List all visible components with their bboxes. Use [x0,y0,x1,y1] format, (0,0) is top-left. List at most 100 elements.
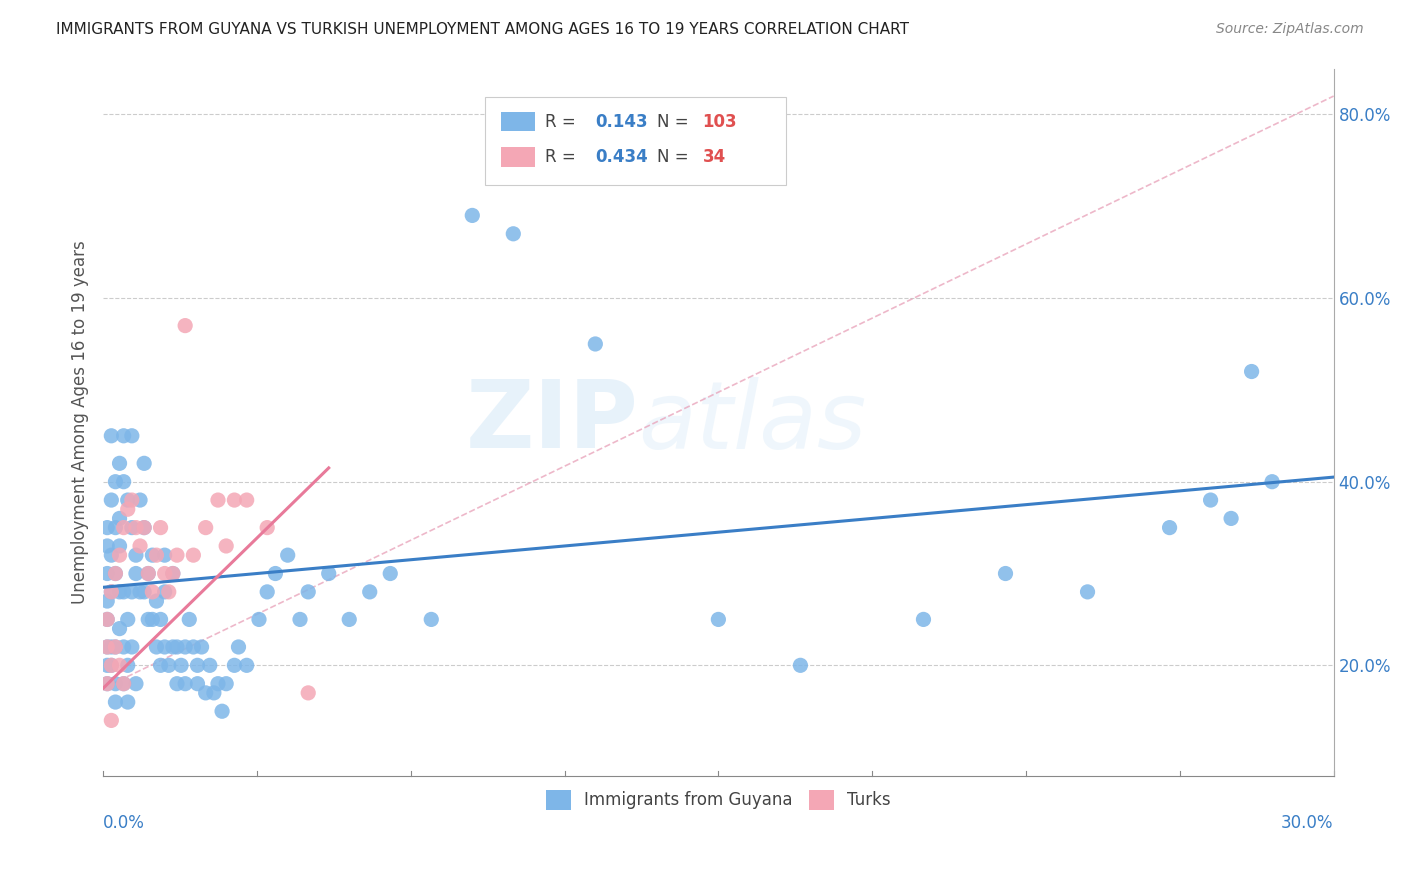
Point [134,520,156,534]
Point [100,658,122,673]
Point [207,676,229,690]
Point [100,493,122,508]
Point [202,686,225,700]
Point [149,658,172,673]
Point [117,658,139,673]
Point [112,429,135,443]
Point [100,548,122,562]
Point [125,520,148,534]
Point [256,585,278,599]
Point [108,658,131,673]
Point [194,686,217,700]
Point [186,658,208,673]
Point [129,539,152,553]
Point [166,548,188,562]
Text: N =: N = [657,112,693,130]
Point [108,456,131,470]
Point [104,640,127,654]
Point [1220,511,1243,525]
Point [994,566,1017,581]
Point [121,640,143,654]
Point [153,585,176,599]
Point [125,676,148,690]
Point [264,566,287,581]
Point [174,318,197,333]
Point [104,695,127,709]
Point [134,520,156,534]
Point [166,676,188,690]
Point [121,585,143,599]
Point [170,658,193,673]
Point [256,520,278,534]
Point [224,493,246,508]
Point [136,566,159,581]
Point [145,594,167,608]
Point [125,566,148,581]
Text: 0.143: 0.143 [595,112,648,130]
Point [207,493,229,508]
Point [96,566,118,581]
Point [141,612,163,626]
Point [112,475,135,489]
Point [108,548,131,562]
Text: Source: ZipAtlas.com: Source: ZipAtlas.com [1216,22,1364,37]
Point [318,566,340,581]
Point [104,640,127,654]
Point [100,585,122,599]
Point [194,520,217,534]
Point [108,539,131,553]
Point [96,612,118,626]
Point [228,640,250,654]
Point [337,612,360,626]
Point [215,676,238,690]
Point [179,612,201,626]
Point [121,493,143,508]
Point [96,640,118,654]
Point [380,566,402,581]
Point [96,658,118,673]
Point [297,585,319,599]
Point [108,585,131,599]
Point [129,493,152,508]
Point [96,676,118,690]
Point [136,566,159,581]
Point [198,658,221,673]
Point [141,585,163,599]
Point [224,658,246,673]
Point [145,548,167,562]
Point [117,502,139,516]
Text: 34: 34 [703,148,725,166]
Point [149,612,172,626]
Point [96,612,118,626]
Point [583,337,606,351]
Text: ZIP: ZIP [465,376,638,468]
Point [288,612,311,626]
Point [1076,585,1098,599]
Point [104,676,127,690]
Point [153,548,176,562]
Point [134,456,156,470]
Point [112,676,135,690]
Point [183,640,205,654]
Point [112,676,135,690]
Text: 103: 103 [703,112,737,130]
Point [789,658,811,673]
Point [112,520,135,534]
Point [96,539,118,553]
Point [121,429,143,443]
Legend: Immigrants from Guyana, Turks: Immigrants from Guyana, Turks [538,783,898,817]
Text: IMMIGRANTS FROM GUYANA VS TURKISH UNEMPLOYMENT AMONG AGES 16 TO 19 YEARS CORRELA: IMMIGRANTS FROM GUYANA VS TURKISH UNEMPL… [56,22,910,37]
Point [104,566,127,581]
Point [707,612,730,626]
Point [359,585,381,599]
Point [125,548,148,562]
Point [162,566,184,581]
Text: N =: N = [657,148,693,166]
Text: 30.0%: 30.0% [1281,814,1334,832]
Point [134,585,156,599]
Point [1159,520,1181,534]
Point [112,640,135,654]
Point [157,585,180,599]
Point [129,585,152,599]
Text: 0.0%: 0.0% [103,814,145,832]
